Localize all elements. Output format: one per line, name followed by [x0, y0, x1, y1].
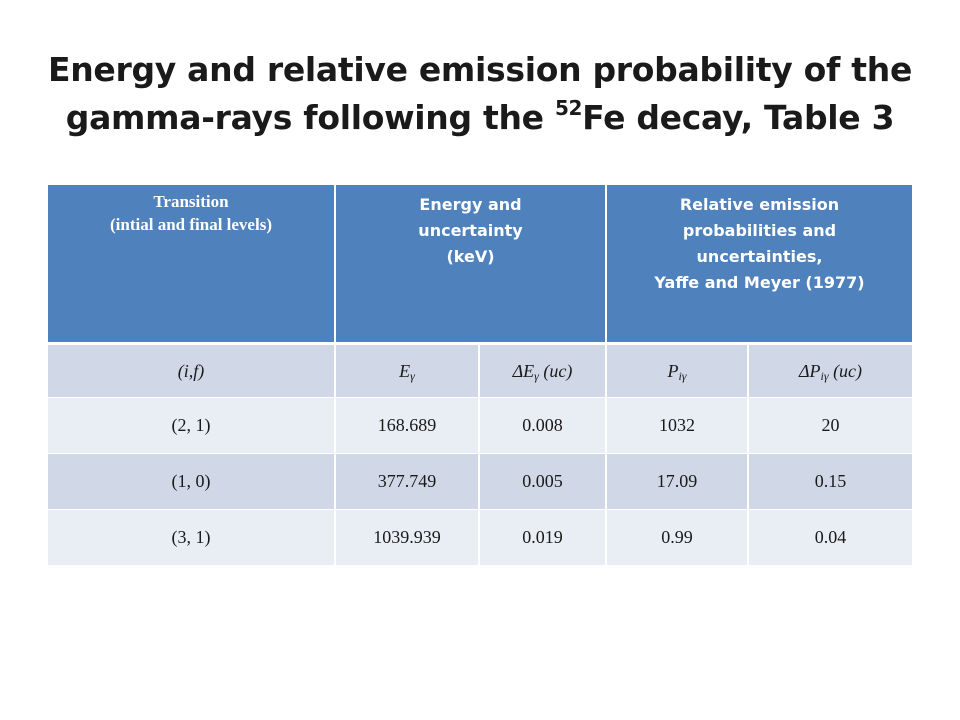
table-row: (2, 1) 168.689 0.008 1032 20 — [48, 397, 912, 454]
title-text-part2: Fe decay, Table 3 — [582, 98, 895, 137]
table-cell: 0.008 — [478, 397, 606, 454]
table-cell: 0.04 — [747, 509, 912, 565]
table-cell: 17.09 — [605, 453, 748, 510]
symbol-cell: (i,f) — [48, 343, 335, 398]
title-text-part1: Energy and relative emission probability… — [47, 50, 913, 137]
table-cell: 377.749 — [334, 453, 479, 510]
table-header-row: Transition (intial and final levels) Ene… — [48, 185, 912, 345]
table-cell: 0.15 — [747, 453, 912, 510]
symbol-cell: Piγ — [605, 343, 748, 398]
table-symbol-row: (i,f) Eγ ΔEγ (uc) Piγ ΔPiγ (uc) — [48, 343, 912, 398]
symbol-cell: ΔEγ (uc) — [478, 343, 606, 398]
table-cell: (2, 1) — [48, 397, 335, 454]
gamma-ray-table: Transition (intial and final levels) Ene… — [48, 185, 912, 565]
symbol-cell: Eγ — [334, 343, 479, 398]
symbol-cell: ΔPiγ (uc) — [747, 343, 912, 398]
table-cell: 1039.939 — [334, 509, 479, 565]
table-row: (1, 0) 377.749 0.005 17.09 0.15 — [48, 453, 912, 510]
table-cell: 0.005 — [478, 453, 606, 510]
header-transition: Transition (intial and final levels) — [48, 185, 335, 345]
title-superscript-mass-number: 52 — [554, 96, 583, 120]
table-cell: 168.689 — [334, 397, 479, 454]
table-cell: 1032 — [605, 397, 748, 454]
table-cell: (3, 1) — [48, 509, 335, 565]
table-cell: 0.99 — [605, 509, 748, 565]
header-emission-probabilities: Relative emission probabilities and unce… — [605, 185, 912, 345]
table-cell: (1, 0) — [48, 453, 335, 510]
table-cell: 0.019 — [478, 509, 606, 565]
table-row: (3, 1) 1039.939 0.019 0.99 0.04 — [48, 509, 912, 565]
table-cell: 20 — [747, 397, 912, 454]
slide-title: Energy and relative emission probability… — [40, 46, 920, 142]
header-energy: Energy and uncertainty (keV) — [334, 185, 606, 345]
